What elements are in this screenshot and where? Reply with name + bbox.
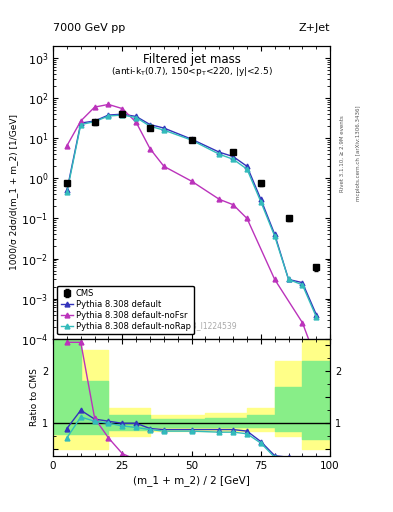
Pythia 8.308 default-noFsr	[79, 118, 83, 124]
Pythia 8.308 default-noRap	[189, 137, 194, 143]
Text: CMS_2013_I1224539: CMS_2013_I1224539	[157, 321, 237, 330]
Pythia 8.308 default-noRap	[259, 199, 263, 205]
Pythia 8.308 default	[244, 163, 250, 169]
Pythia 8.308 default-noRap	[314, 314, 319, 320]
Pythia 8.308 default-noRap	[134, 115, 139, 121]
Pythia 8.308 default-noFsr	[231, 202, 235, 208]
Pythia 8.308 default-noFsr	[120, 105, 125, 112]
Y-axis label: 1000/σ 2dσ/d(m_1 + m_2) [1/GeV]: 1000/σ 2dσ/d(m_1 + m_2) [1/GeV]	[9, 114, 18, 270]
Pythia 8.308 default-noRap	[120, 112, 125, 118]
X-axis label: (m_1 + m_2) / 2 [GeV]: (m_1 + m_2) / 2 [GeV]	[133, 475, 250, 485]
Pythia 8.308 default-noRap	[272, 233, 277, 239]
Pythia 8.308 default	[259, 196, 263, 202]
Pythia 8.308 default-noRap	[244, 166, 250, 172]
Pythia 8.308 default	[79, 120, 83, 126]
Pythia 8.308 default-noFsr	[134, 119, 139, 125]
Pythia 8.308 default	[148, 121, 152, 127]
Pythia 8.308 default-noFsr	[64, 143, 69, 149]
Pythia 8.308 default-noRap	[148, 123, 152, 130]
Legend: CMS, Pythia 8.308 default, Pythia 8.308 default-noFsr, Pythia 8.308 default-noRa: CMS, Pythia 8.308 default, Pythia 8.308 …	[57, 286, 194, 334]
Pythia 8.308 default	[162, 125, 166, 131]
Pythia 8.308 default	[106, 112, 111, 118]
Pythia 8.308 default-noRap	[64, 189, 69, 196]
Pythia 8.308 default	[272, 231, 277, 238]
Pythia 8.308 default-noRap	[217, 151, 222, 157]
Pythia 8.308 default	[92, 118, 97, 124]
Pythia 8.308 default-noFsr	[148, 145, 152, 152]
Text: (anti-k$_\mathregular{T}$(0.7), 150<p$_\mathregular{T}$<220, |y|<2.5): (anti-k$_\mathregular{T}$(0.7), 150<p$_\…	[111, 65, 272, 78]
Pythia 8.308 default-noFsr	[272, 276, 277, 283]
Pythia 8.308 default-noRap	[92, 119, 97, 125]
Pythia 8.308 default-noFsr	[217, 196, 222, 202]
Text: Rivet 3.1.10, ≥ 2.9M events: Rivet 3.1.10, ≥ 2.9M events	[340, 115, 345, 192]
Pythia 8.308 default	[134, 114, 139, 120]
Line: Pythia 8.308 default: Pythia 8.308 default	[64, 112, 319, 317]
Text: 7000 GeV pp: 7000 GeV pp	[53, 23, 125, 33]
Pythia 8.308 default-noRap	[300, 282, 305, 288]
Pythia 8.308 default-noFsr	[189, 178, 194, 184]
Pythia 8.308 default	[120, 111, 125, 117]
Pythia 8.308 default	[189, 136, 194, 142]
Pythia 8.308 default-noFsr	[106, 101, 111, 108]
Pythia 8.308 default	[217, 149, 222, 155]
Pythia 8.308 default-noFsr	[300, 319, 305, 326]
Pythia 8.308 default	[231, 154, 235, 160]
Text: mcplots.cern.ch [arXiv:1306.3436]: mcplots.cern.ch [arXiv:1306.3436]	[356, 106, 361, 201]
Pythia 8.308 default	[314, 311, 319, 317]
Pythia 8.308 default-noRap	[286, 276, 291, 283]
Pythia 8.308 default-noFsr	[314, 356, 319, 362]
Pythia 8.308 default	[286, 276, 291, 283]
Y-axis label: Ratio to CMS: Ratio to CMS	[30, 368, 39, 426]
Pythia 8.308 default-noRap	[79, 121, 83, 127]
Line: Pythia 8.308 default-noFsr: Pythia 8.308 default-noFsr	[64, 102, 319, 362]
Line: Pythia 8.308 default-noRap: Pythia 8.308 default-noRap	[64, 113, 319, 319]
Pythia 8.308 default-noFsr	[92, 104, 97, 110]
Pythia 8.308 default-noRap	[162, 127, 166, 133]
Pythia 8.308 default-noFsr	[162, 163, 166, 169]
Pythia 8.308 default	[64, 187, 69, 194]
Text: Z+Jet: Z+Jet	[299, 23, 330, 33]
Text: Filtered jet mass: Filtered jet mass	[143, 53, 241, 67]
Pythia 8.308 default-noRap	[106, 113, 111, 119]
Pythia 8.308 default-noRap	[231, 156, 235, 162]
Pythia 8.308 default-noFsr	[244, 216, 250, 222]
Pythia 8.308 default	[300, 280, 305, 286]
